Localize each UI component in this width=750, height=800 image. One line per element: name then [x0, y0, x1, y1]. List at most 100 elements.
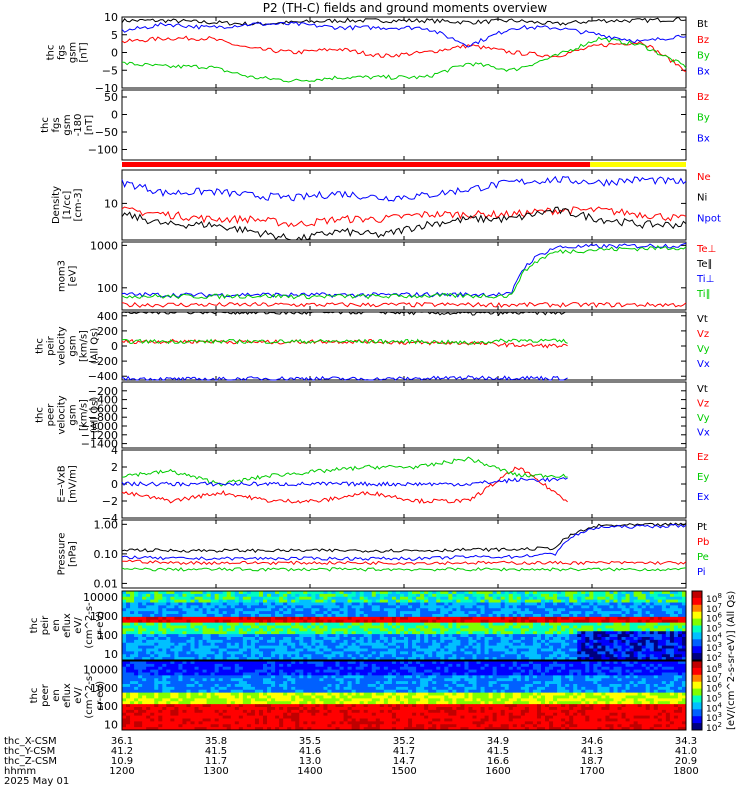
spectrogram-cell [355, 619, 361, 624]
spectrogram-cell [553, 645, 558, 649]
spectrogram-cell [279, 599, 284, 603]
spectrogram-cell [673, 616, 679, 621]
spectrogram-cell [295, 605, 300, 609]
spectrogram-cell [347, 645, 353, 649]
spectrogram-cell [283, 605, 288, 609]
spectrogram-cell [436, 684, 441, 688]
spectrogram-cell [404, 666, 409, 671]
spectrogram-cell [323, 648, 328, 652]
spectrogram-cell [500, 681, 506, 685]
spectrogram-cell [545, 684, 550, 688]
spectrogram-cell [283, 645, 288, 649]
spectrogram-cell [565, 634, 570, 638]
spectrogram-cell [500, 625, 506, 629]
spectrogram-cell [210, 657, 216, 661]
spectrogram-cell [126, 642, 131, 647]
spectrogram-cell [436, 605, 441, 609]
spectrogram-cell [480, 616, 485, 621]
legend-Bx: Bx [697, 66, 710, 77]
spectrogram-cell [428, 616, 433, 621]
spectrogram-cell [198, 611, 203, 615]
spectrogram-cell [500, 628, 506, 632]
spectrogram-cell [492, 657, 498, 661]
spectrogram-cell [222, 663, 228, 668]
spectrogram-cell [613, 605, 618, 609]
spectrogram-cell [387, 596, 393, 601]
spectrogram-cell [375, 596, 381, 601]
spectrogram-cell [476, 657, 481, 661]
series-line-By [121, 36, 687, 83]
spectrogram-cell [536, 611, 542, 615]
spectrogram-cell [444, 599, 449, 603]
spectrogram-cell [291, 602, 296, 606]
spectrogram-cell [383, 602, 389, 606]
spectrogram-cell [311, 625, 316, 629]
spectrogram-cell [621, 657, 626, 661]
spectrogram-cell [399, 599, 405, 603]
spectrogram-cell [154, 634, 159, 638]
spectrogram-cell [190, 651, 195, 655]
spectrogram-cell [246, 681, 252, 685]
spectrogram-cell [138, 602, 143, 606]
spectrogram-cell [154, 602, 159, 606]
spectrogram-cell [311, 684, 316, 688]
spectrogram-cell [238, 596, 244, 601]
spectrogram-cell [581, 631, 586, 635]
spectrogram-cell [138, 684, 143, 688]
spectrogram-cell [617, 602, 622, 606]
spectrogram-cell [540, 634, 546, 638]
spectrogram-cell [182, 684, 187, 688]
spectrogram-cell [500, 619, 506, 624]
spectrogram-cell [577, 661, 582, 665]
spectrogram-cell [605, 675, 610, 679]
spectrogram-cell [327, 666, 332, 671]
spectrogram-cell [561, 619, 566, 624]
spectrogram-cell [661, 599, 667, 603]
spectrogram-cell [472, 608, 477, 612]
spectrogram-cell [585, 631, 590, 635]
spectrogram-cell [625, 666, 630, 671]
legend-Ez: Ez [697, 452, 709, 463]
spectrogram-cell [444, 672, 449, 676]
spectrogram-cell [315, 619, 320, 624]
spectrogram-cell [444, 631, 449, 635]
spectrogram-cell [267, 596, 272, 601]
spectrogram-cell [629, 675, 635, 679]
spectrogram-cell [464, 642, 469, 647]
spectrogram-cell [440, 622, 445, 626]
spectrogram-cell [190, 631, 195, 635]
spectrogram-cell [275, 611, 280, 615]
spectrogram-cell [456, 645, 461, 649]
spectrogram-cell [508, 654, 514, 658]
spectrogram-cell [331, 657, 336, 661]
spectrogram-cell [665, 651, 671, 655]
spectrogram-cell [154, 684, 159, 688]
spectrogram-cell [170, 678, 175, 682]
spectrogram-cell [633, 611, 639, 615]
spectrogram-cell [496, 681, 502, 685]
spectrogram-cell [367, 608, 373, 612]
spectrogram-cell [339, 602, 344, 606]
spectrogram-cell [234, 666, 240, 671]
spectrogram-cell [565, 619, 570, 624]
spectrogram-cell [387, 628, 393, 632]
spectrogram-cell [589, 672, 594, 676]
spectrogram-cell [597, 672, 602, 676]
spectrogram-cell [138, 669, 143, 673]
spectrogram-cell [460, 616, 465, 621]
spectrogram-cell [605, 684, 610, 688]
spectrogram-cell [242, 591, 248, 595]
spectrogram-cell [597, 599, 602, 603]
spectrogram-cell [182, 634, 187, 638]
spectrogram-cell [214, 596, 220, 601]
spectrogram-cell [170, 634, 175, 638]
spectrogram-cell [146, 619, 151, 624]
spectrogram-cell [641, 648, 647, 652]
spectrogram-cell [258, 631, 264, 635]
spectrogram-cell [665, 625, 671, 629]
spectrogram-cell [492, 605, 498, 609]
spectrogram-cell [601, 622, 606, 626]
spectrogram-cell [633, 602, 639, 606]
spectrogram-cell [573, 642, 578, 647]
